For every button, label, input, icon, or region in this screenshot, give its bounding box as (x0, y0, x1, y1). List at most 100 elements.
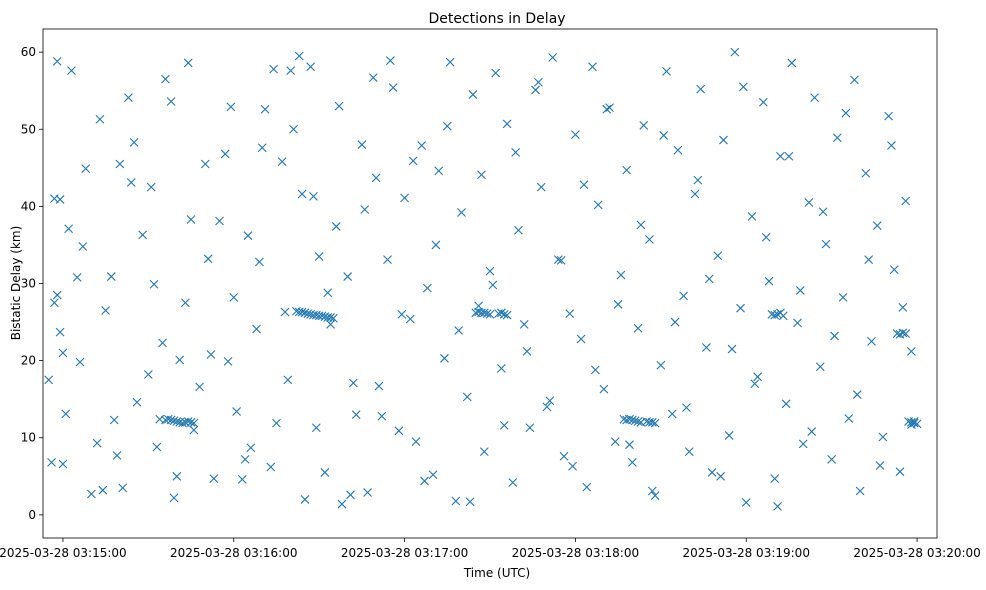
detection-marker (830, 331, 839, 341)
detection-marker (901, 196, 911, 206)
detection-marker (183, 58, 193, 68)
detection-marker (408, 156, 418, 166)
detection-marker (693, 175, 703, 185)
detection-marker (852, 390, 862, 399)
detection-marker (240, 454, 250, 464)
detection-marker (158, 338, 167, 348)
detection-marker (508, 478, 518, 487)
detection-marker (556, 255, 566, 265)
detection-marker (161, 74, 170, 84)
x-tick-label: 2025-03-28 03:19:00 (683, 546, 810, 560)
y-tick-label: 10 (21, 431, 36, 445)
detection-marker (166, 97, 176, 106)
detection-marker (559, 451, 569, 461)
y-tick-label: 40 (21, 199, 36, 213)
detection-marker (49, 298, 59, 308)
detection-marker (306, 62, 316, 72)
detection-marker (78, 242, 88, 251)
detection-marker (887, 141, 896, 150)
detection-marker (747, 212, 757, 221)
detection-marker (491, 68, 501, 78)
detection-marker (323, 288, 333, 298)
detection-marker (627, 458, 637, 467)
detection-marker (647, 486, 657, 496)
detection-marker (568, 461, 577, 471)
detection-marker (898, 303, 908, 312)
detection-marker (719, 135, 728, 145)
detection-marker (143, 370, 153, 379)
detection-marker (625, 440, 634, 450)
detection-marker (795, 286, 805, 295)
detection-marker (750, 379, 760, 389)
detection-marker (571, 130, 580, 140)
detection-marker (246, 443, 256, 453)
detection-marker (317, 311, 327, 321)
detection-marker (553, 255, 563, 264)
detection-marker (334, 101, 344, 111)
detection-marker (186, 417, 196, 427)
detection-marker (385, 56, 395, 66)
detection-marker (277, 157, 287, 167)
detection-marker (810, 93, 819, 103)
detection-marker (753, 372, 763, 382)
detection-marker (898, 328, 908, 338)
detection-marker (647, 417, 657, 427)
detection-marker (169, 416, 179, 426)
detection-marker (52, 290, 62, 300)
detection-marker (793, 318, 802, 328)
x-axis-label: Time (UTC) (463, 566, 530, 580)
detection-marker (383, 255, 392, 264)
x-tick-label: 2025-03-28 03:18:00 (512, 546, 639, 560)
detection-marker (582, 482, 592, 492)
detection-marker (716, 471, 726, 481)
detection-marker (724, 431, 734, 440)
detection-marker (400, 193, 409, 203)
detection-marker (189, 425, 199, 435)
detection-marker (337, 499, 347, 509)
detection-marker (633, 417, 643, 426)
detection-marker (787, 58, 797, 68)
detection-marker (422, 283, 432, 293)
detection-marker (616, 270, 626, 280)
detection-marker (314, 252, 324, 261)
detection-marker (477, 170, 486, 180)
detection-marker (326, 313, 335, 322)
detection-marker (867, 336, 876, 346)
detection-marker (397, 309, 407, 319)
detection-marker (457, 208, 466, 217)
detection-marker (696, 84, 706, 94)
detection-marker (351, 410, 361, 419)
detection-marker (146, 182, 156, 192)
detection-marker (55, 195, 65, 204)
detection-marker (371, 173, 381, 183)
detection-marker (764, 276, 774, 286)
y-tick-label: 50 (21, 122, 36, 136)
detection-marker (124, 93, 133, 103)
data-markers (44, 47, 922, 511)
detection-marker (579, 180, 589, 190)
detection-marker (741, 498, 751, 507)
detection-marker (360, 205, 370, 214)
detection-marker (331, 222, 341, 231)
detection-marker (283, 375, 293, 385)
detection-marker (633, 323, 643, 333)
detection-marker (431, 240, 441, 250)
detection-marker (625, 414, 634, 424)
detection-marker (682, 403, 691, 413)
detection-marker (832, 133, 842, 143)
detection-marker (736, 303, 745, 313)
detection-marker (485, 309, 495, 319)
detection-marker (465, 497, 475, 507)
detection-marker (630, 416, 640, 426)
detection-marker (115, 159, 125, 169)
detection-marker (451, 496, 461, 506)
detection-marker (266, 462, 276, 472)
plot-frame (42, 28, 938, 539)
detection-marker (593, 200, 603, 210)
detection-marker (690, 189, 700, 199)
detection-marker (522, 346, 532, 356)
detection-marker (701, 343, 711, 352)
detection-marker (149, 279, 159, 289)
x-tick-label: 2025-03-28 03:20:00 (853, 546, 980, 560)
detection-marker (488, 280, 498, 290)
